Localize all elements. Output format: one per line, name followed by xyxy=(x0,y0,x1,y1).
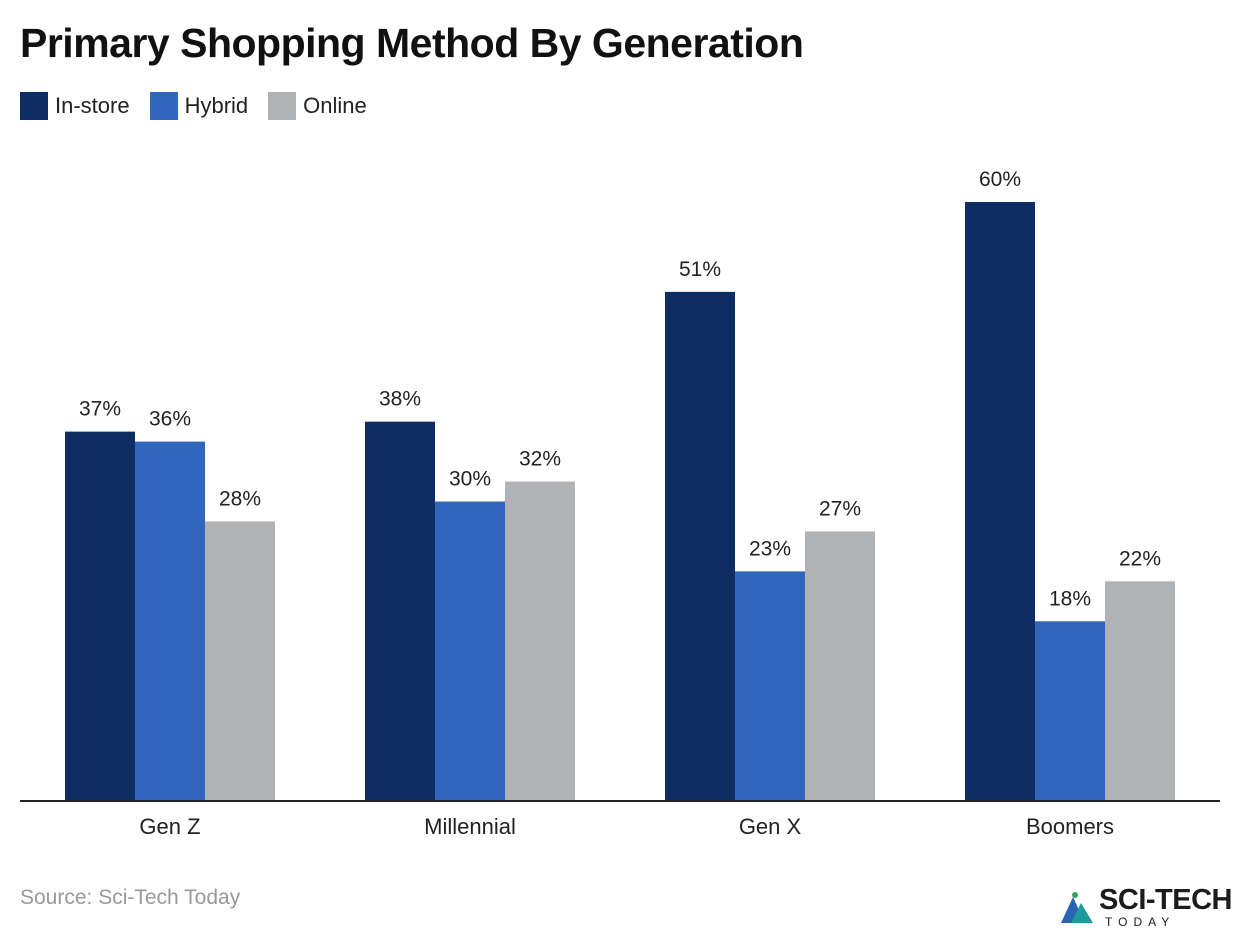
category-label-millennial: Millennial xyxy=(424,814,516,839)
legend-label-hybrid: Hybrid xyxy=(184,93,249,118)
bar-millennial-online xyxy=(505,481,575,801)
category-label-boomers: Boomers xyxy=(1026,814,1114,839)
chart-title: Primary Shopping Method By Generation xyxy=(20,20,804,66)
legend-swatch-hybrid xyxy=(149,92,178,120)
bar-gen-z-online xyxy=(205,521,275,801)
mountain-icon xyxy=(1061,892,1094,923)
data-label-gen-x-in-store: 51% xyxy=(679,258,721,281)
data-label-millennial-hybrid: 30% xyxy=(449,468,491,491)
bar-gen-z-in-store xyxy=(65,431,135,801)
data-label-millennial-in-store: 38% xyxy=(379,388,421,411)
bar-gen-x-online xyxy=(805,531,875,801)
data-label-gen-x-hybrid: 23% xyxy=(749,537,791,560)
data-label-millennial-online: 32% xyxy=(519,448,561,471)
category-label-gen-x: Gen X xyxy=(739,814,802,839)
bar-boomers-hybrid xyxy=(1035,621,1105,801)
data-label-boomers-hybrid: 18% xyxy=(1049,587,1091,610)
bar-boomers-online xyxy=(1105,581,1175,801)
data-label-gen-z-online: 28% xyxy=(219,487,261,510)
data-label-gen-z-hybrid: 36% xyxy=(149,408,191,431)
legend-swatch-in-store xyxy=(20,92,48,120)
brand-logo: SCI-TECH TODAY xyxy=(1059,886,1232,928)
legend-item-online: Online xyxy=(268,92,367,120)
legend-item-in-store: In-store xyxy=(20,92,130,120)
legend-label-in-store: In-store xyxy=(55,93,130,118)
data-label-boomers-online: 22% xyxy=(1119,547,1161,570)
data-label-gen-z-in-store: 37% xyxy=(79,398,121,421)
logo-sub-text: TODAY xyxy=(1105,915,1176,929)
bar-gen-z-hybrid xyxy=(135,441,205,801)
bar-gen-x-in-store xyxy=(665,291,735,801)
bar-millennial-hybrid xyxy=(435,501,505,801)
logo-main-text: SCI-TECH xyxy=(1099,884,1232,916)
logo-text: SCI-TECH TODAY xyxy=(1099,884,1232,929)
legend-item-hybrid: Hybrid xyxy=(149,92,249,120)
bar-millennial-in-store xyxy=(365,421,435,801)
legend: In-store Hybrid Online xyxy=(20,92,367,120)
data-label-gen-x-online: 27% xyxy=(819,497,861,520)
legend-swatch-online xyxy=(268,92,297,120)
legend-label-online: Online xyxy=(303,93,367,118)
category-label-gen-z: Gen Z xyxy=(139,814,200,839)
bar-boomers-in-store xyxy=(965,202,1035,801)
data-label-boomers-in-store: 60% xyxy=(979,168,1021,191)
bar-gen-x-hybrid xyxy=(735,571,805,801)
source-note: Source: Sci-Tech Today xyxy=(20,886,241,909)
